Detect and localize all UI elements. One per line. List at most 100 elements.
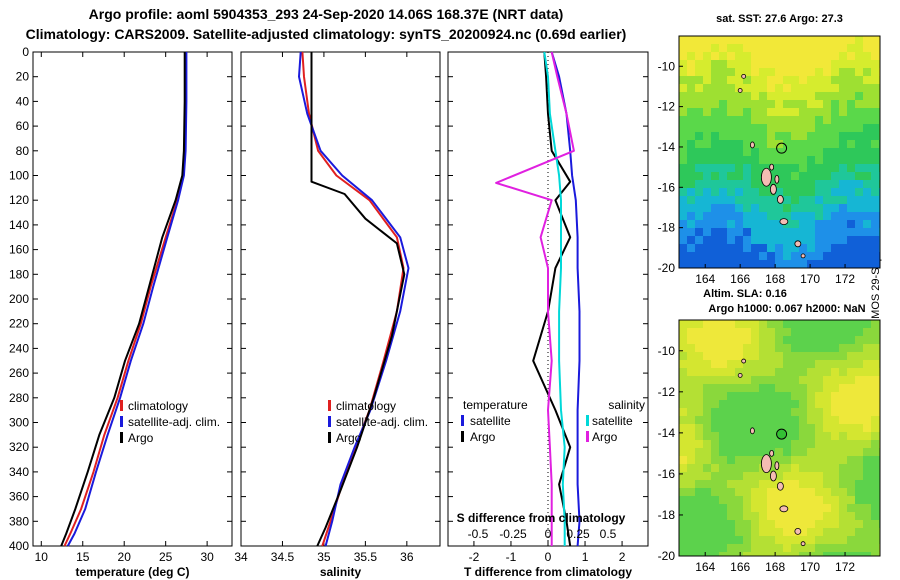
map-cell	[799, 84, 807, 92]
secondary-axis-label: S difference from climatology	[457, 511, 626, 525]
map-cell	[831, 132, 839, 140]
map-cell	[783, 68, 791, 76]
map-cell	[687, 68, 695, 76]
map-cell	[687, 392, 695, 400]
map-cell	[823, 384, 831, 392]
map-cell	[823, 400, 831, 408]
map-cell	[727, 156, 735, 164]
island	[750, 427, 755, 435]
map-cell	[719, 196, 727, 204]
map-cell	[823, 100, 831, 108]
map-cell	[679, 84, 687, 92]
y-tick-label: 220	[9, 317, 29, 331]
y-tick-label: 80	[16, 144, 30, 158]
map-cell	[783, 236, 791, 244]
map-cell	[759, 400, 767, 408]
map-cell	[855, 76, 863, 84]
map-cell	[815, 180, 823, 188]
map-cell	[871, 472, 879, 480]
map-cell	[695, 204, 703, 212]
map-cell	[799, 432, 807, 440]
map-cell	[703, 260, 711, 268]
map-cell	[863, 552, 871, 556]
map-cell	[727, 520, 735, 528]
map-cell	[695, 100, 703, 108]
map-cell	[855, 84, 863, 92]
map-cell	[799, 544, 807, 552]
map-cell	[695, 360, 703, 368]
map-cell	[863, 336, 871, 344]
map-cell	[807, 100, 815, 108]
map-cell	[759, 100, 767, 108]
map-cell	[815, 76, 823, 84]
map-cell	[823, 228, 831, 236]
map-cell	[847, 320, 855, 328]
map-cell	[759, 36, 767, 44]
map-cell	[783, 188, 791, 196]
map-cell	[847, 36, 855, 44]
chart-title-line1: Argo profile: aoml 5904353_293 24-Sep-20…	[88, 6, 564, 22]
y-tick-label: 320	[9, 440, 29, 454]
map-cell	[735, 392, 743, 400]
map-cell	[871, 76, 879, 84]
map-cell	[711, 108, 719, 116]
map-cell	[791, 336, 799, 344]
map-cell	[751, 360, 759, 368]
map-cell	[855, 164, 863, 172]
map-cell	[687, 496, 695, 504]
map-cell	[775, 76, 783, 84]
x-tick-label: 0	[545, 550, 552, 564]
map-cell	[815, 60, 823, 68]
map-cell	[775, 220, 783, 228]
map-cell	[839, 36, 847, 44]
map-cell	[839, 504, 847, 512]
map-cell	[703, 156, 711, 164]
map-cell	[719, 384, 727, 392]
map-cell	[743, 520, 751, 528]
map-cell	[759, 352, 767, 360]
map-cell	[863, 424, 871, 432]
map-cell	[767, 352, 775, 360]
map-cell	[863, 456, 871, 464]
map-cell	[767, 376, 775, 384]
map-cell	[783, 480, 791, 488]
map-cell	[727, 440, 735, 448]
legend-swatch	[328, 432, 331, 443]
map-cell	[831, 204, 839, 212]
map-cell	[807, 172, 815, 180]
map-cell	[847, 188, 855, 196]
map-lon-label: 164	[695, 560, 715, 574]
map-cell	[791, 520, 799, 528]
map-cell	[855, 132, 863, 140]
x-tick-label: 30	[200, 550, 214, 564]
map-cell	[791, 416, 799, 424]
map-cell	[863, 360, 871, 368]
map-cell	[871, 328, 879, 336]
map-cell	[823, 244, 831, 252]
map-cell	[775, 448, 783, 456]
map-cell	[783, 252, 791, 260]
map-cell	[687, 464, 695, 472]
map-cell	[839, 180, 847, 188]
map-cell	[711, 392, 719, 400]
map-cell	[703, 180, 711, 188]
island	[779, 218, 789, 226]
map-cell	[815, 472, 823, 480]
map-cell	[783, 124, 791, 132]
map-cell	[759, 488, 767, 496]
map-cell	[711, 260, 719, 268]
map-panel-2	[678, 319, 881, 557]
map-cell	[855, 448, 863, 456]
map-cell	[703, 84, 711, 92]
map-cell	[679, 148, 687, 156]
map-cell	[831, 36, 839, 44]
map-cell	[815, 528, 823, 536]
map-cell	[703, 252, 711, 260]
map-cell	[751, 512, 759, 520]
map-cell	[775, 456, 783, 464]
map-cell	[791, 140, 799, 148]
map-cell	[719, 204, 727, 212]
map-cell	[807, 488, 815, 496]
map-cell	[759, 228, 767, 236]
map-cell	[807, 252, 815, 260]
